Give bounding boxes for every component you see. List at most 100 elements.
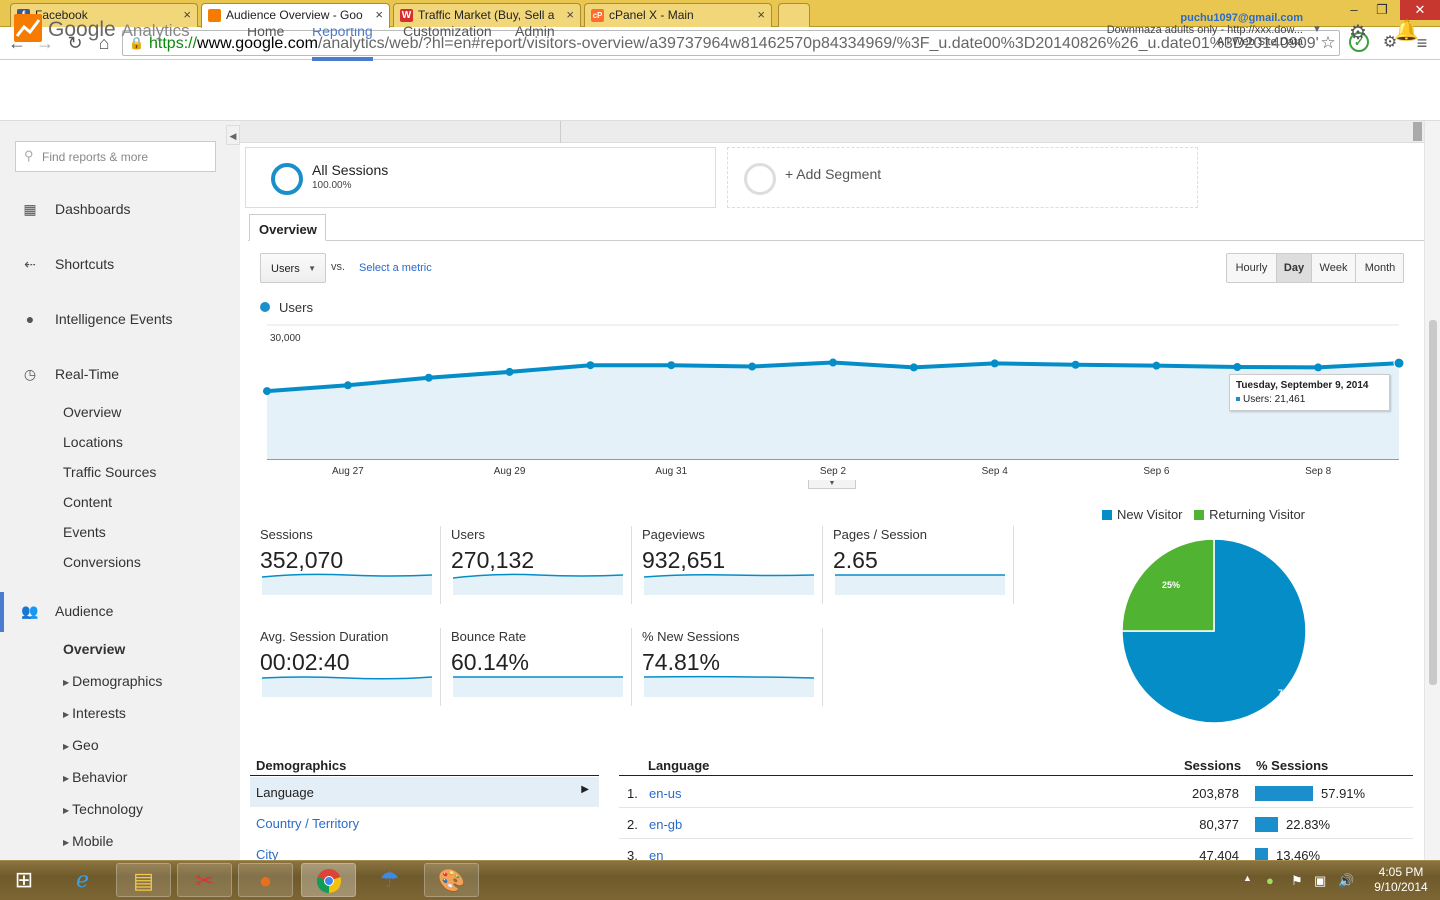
- pie-slice-new-visitor[interactable]: [1121, 538, 1307, 724]
- reload-icon[interactable]: ↻: [67, 33, 83, 53]
- metric-new-sessions[interactable]: % New Sessions 74.81%: [642, 629, 822, 709]
- account-selector[interactable]: puchu1097@gmail.com Downmaza adults only…: [1107, 12, 1303, 48]
- demographics-country-link[interactable]: Country / Territory: [256, 816, 360, 831]
- google-analytics-logo[interactable]: [14, 14, 42, 42]
- home-icon[interactable]: ⌂: [98, 33, 110, 53]
- legend-new-visitor[interactable]: New Visitor: [1102, 507, 1183, 522]
- sidebar-audience-behavior[interactable]: ▶ Behavior: [63, 769, 128, 785]
- demographics-city-link[interactable]: City: [256, 847, 279, 862]
- address-bar[interactable]: 🔒 https://www.google.com/analytics/web/?…: [122, 30, 1340, 56]
- segment-all-sessions[interactable]: [245, 147, 716, 208]
- language-link[interactable]: en: [649, 848, 664, 863]
- data-point[interactable]: [1393, 357, 1405, 369]
- tab-overview[interactable]: Overview: [249, 214, 326, 241]
- settings-gear-icon[interactable]: ⚙: [1349, 22, 1367, 44]
- language-link[interactable]: en-us: [649, 786, 682, 801]
- granularity-week[interactable]: Week: [1312, 254, 1356, 282]
- sidebar-realtime-traffic-sources[interactable]: Traffic Sources: [63, 464, 157, 480]
- sidebar-audience-demographics[interactable]: ▶ Demographics: [63, 673, 163, 689]
- close-tab-icon[interactable]: ×: [183, 7, 191, 22]
- sidebar-realtime-conversions[interactable]: Conversions: [63, 554, 141, 570]
- sidebar-audience-mobile[interactable]: ▶ Mobile: [63, 833, 114, 849]
- bookmark-star-icon[interactable]: ☆: [1320, 33, 1336, 52]
- pie-slice-returning-visitor[interactable]: [1121, 538, 1215, 632]
- maximize-window-icon[interactable]: ❐: [1376, 2, 1388, 17]
- demographics-language[interactable]: Language ▶: [250, 777, 599, 807]
- taskbar-clock[interactable]: 4:05 PM 9/10/2014: [1366, 865, 1436, 895]
- data-point[interactable]: [586, 361, 595, 370]
- volume-icon[interactable]: 🔊: [1338, 873, 1355, 888]
- close-tab-icon[interactable]: ×: [757, 7, 765, 22]
- granularity-day[interactable]: Day: [1277, 254, 1312, 282]
- chrome-icon[interactable]: [301, 863, 356, 897]
- browser-tab-cpanel[interactable]: cP cPanel X - Main ×: [584, 3, 772, 27]
- chart-legend-users[interactable]: Users: [279, 300, 313, 315]
- browser-tab-audience-overview[interactable]: Audience Overview - Goo ×: [201, 3, 390, 28]
- metric-select[interactable]: Users ▼: [260, 253, 326, 283]
- granularity-hourly[interactable]: Hourly: [1227, 254, 1277, 282]
- find-reports-input[interactable]: ⚲ Find reports & more: [15, 141, 216, 172]
- data-point[interactable]: [343, 381, 352, 390]
- data-point[interactable]: [909, 363, 918, 372]
- metric-avg-session-duration[interactable]: Avg. Session Duration 00:02:40: [260, 629, 440, 709]
- metric-bounce-rate[interactable]: Bounce Rate 60.14%: [451, 629, 631, 709]
- sidebar-audience-geo[interactable]: ▶ Geo: [63, 737, 99, 753]
- granularity-month[interactable]: Month: [1364, 262, 1396, 274]
- sidebar-realtime-events[interactable]: Events: [63, 524, 106, 540]
- minimize-window-icon[interactable]: –: [1350, 2, 1358, 17]
- select-a-metric-link[interactable]: Select a metric: [359, 262, 432, 274]
- extension-gear-icon[interactable]: ⚙: [1382, 34, 1398, 51]
- page-scrollbar-thumb[interactable]: [1429, 320, 1437, 685]
- data-point[interactable]: [748, 362, 757, 371]
- data-point[interactable]: [829, 358, 837, 367]
- collapse-sidebar-icon[interactable]: ◀: [226, 125, 240, 145]
- close-window-icon[interactable]: ✕: [1400, 0, 1440, 20]
- close-tab-icon[interactable]: ×: [566, 7, 574, 22]
- start-button[interactable]: ⊞: [14, 867, 34, 892]
- tray-app-icon[interactable]: ●: [1266, 873, 1274, 888]
- data-point[interactable]: [505, 367, 514, 376]
- notifications-bell-icon[interactable]: 🔔: [1394, 20, 1419, 42]
- metric-users[interactable]: Users 270,132: [451, 527, 631, 607]
- account-dropdown-caret-icon[interactable]: ▼: [1312, 24, 1322, 35]
- browser-menu-icon[interactable]: ≡: [1416, 33, 1428, 53]
- firefox-icon[interactable]: ●: [238, 863, 293, 897]
- new-tab-button[interactable]: [778, 3, 810, 27]
- data-point[interactable]: [1152, 361, 1161, 370]
- sidebar-realtime-content[interactable]: Content: [63, 494, 113, 510]
- sidebar-realtime-locations[interactable]: Locations: [63, 434, 123, 450]
- add-segment-label[interactable]: + Add Segment: [785, 166, 882, 182]
- internet-explorer-icon[interactable]: ℯ: [75, 867, 90, 892]
- sidebar-audience-technology[interactable]: ▶ Technology: [63, 801, 143, 817]
- action-center-flag-icon[interactable]: ⚑: [1291, 873, 1303, 888]
- weather-umbrella-icon[interactable]: ☂: [379, 867, 400, 892]
- data-point[interactable]: [990, 359, 999, 368]
- extension-check-icon[interactable]: ✓: [1349, 32, 1369, 52]
- sidebar-audience-interests[interactable]: ▶ Interests: [63, 705, 126, 721]
- sidebar-realtime-overview[interactable]: Overview: [63, 404, 122, 420]
- show-hidden-icons[interactable]: ▲: [1243, 873, 1252, 883]
- nav-admin[interactable]: Admin: [515, 23, 555, 39]
- legend-returning-visitor[interactable]: Returning Visitor: [1194, 507, 1305, 522]
- paint-icon[interactable]: 🎨: [424, 863, 479, 897]
- language-link[interactable]: en-gb: [649, 817, 683, 832]
- close-tab-icon[interactable]: ×: [375, 7, 383, 22]
- metric-sessions[interactable]: Sessions 352,070: [260, 527, 440, 607]
- metric-pageviews[interactable]: Pageviews 932,651: [642, 527, 822, 607]
- segment-strip-scroll-thumb[interactable]: [1413, 122, 1422, 141]
- file-explorer-icon[interactable]: ▤: [116, 863, 171, 897]
- network-icon[interactable]: ▣: [1314, 873, 1327, 888]
- data-point[interactable]: [1233, 362, 1242, 371]
- metric-pages-per-session[interactable]: Pages / Session 2.65: [833, 527, 1013, 607]
- add-segment-box[interactable]: [727, 147, 1198, 208]
- data-point[interactable]: [1314, 363, 1323, 372]
- chart-resize-handle-icon[interactable]: ▼: [808, 480, 856, 489]
- snipping-tool-icon[interactable]: ✂: [177, 863, 232, 897]
- nav-customization[interactable]: Customization: [403, 23, 492, 39]
- data-point[interactable]: [1071, 360, 1080, 369]
- sidebar-audience-overview[interactable]: Overview: [63, 641, 126, 657]
- browser-tab-traffic-market[interactable]: W Traffic Market (Buy, Sell a ×: [393, 3, 581, 27]
- data-point[interactable]: [424, 373, 433, 382]
- visitor-type-pie-chart[interactable]: 75% 25%: [1120, 537, 1308, 725]
